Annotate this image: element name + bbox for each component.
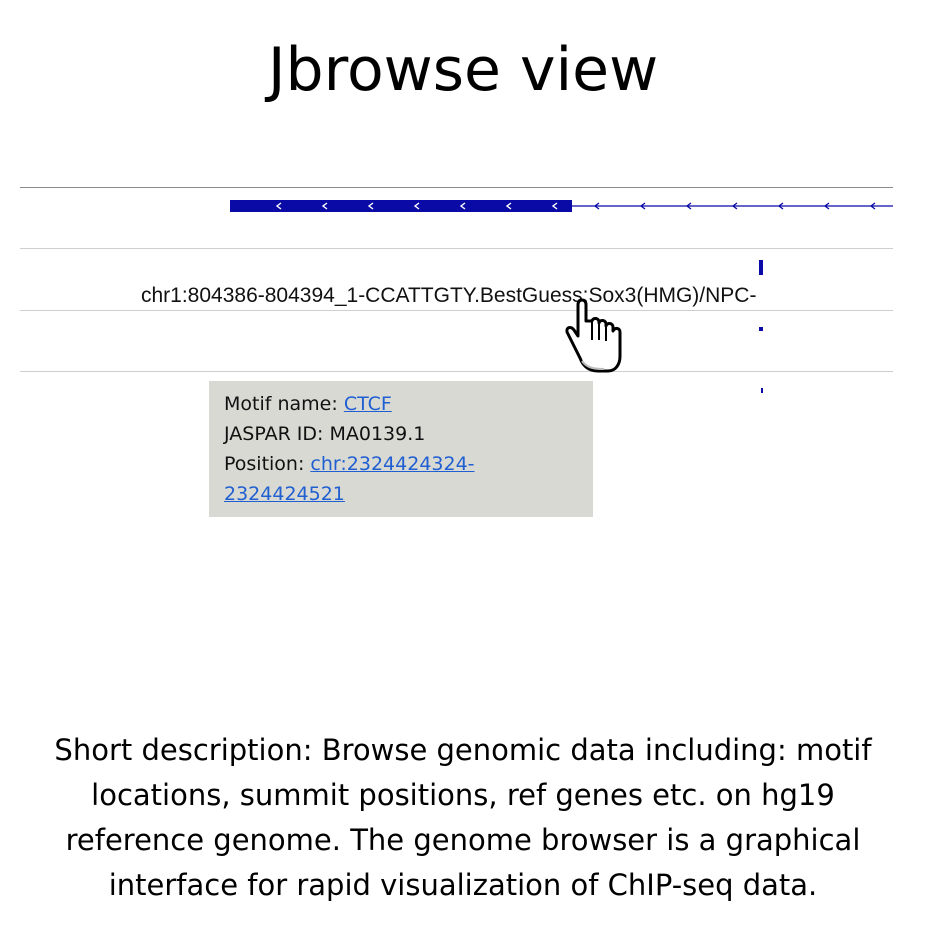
intron-strand-arrows	[593, 202, 876, 210]
position-row: Position: chr:2324424324-2324424521	[224, 449, 578, 509]
jaspar-id-row: JASPAR ID: MA0139.1	[224, 419, 578, 449]
track-divider	[20, 248, 893, 249]
jaspar-id-value: MA0139.1	[329, 423, 426, 445]
gene-track-graphics	[230, 200, 893, 393]
motif-name-label: Motif name:	[224, 393, 344, 415]
exon-strand-arrows	[275, 202, 558, 210]
motif-name-row: Motif name: CTCF	[224, 389, 578, 419]
feature-label[interactable]: chr1:804386-804394_1-CCATTGTY.BestGuess:…	[141, 284, 757, 307]
motif-info-popup: Motif name: CTCF JASPAR ID: MA0139.1 Pos…	[209, 381, 593, 517]
slide-title: Jbrowse view	[267, 35, 659, 105]
track-divider	[20, 310, 893, 311]
peak-feature-mark[interactable]	[761, 388, 763, 393]
genome-browser-view[interactable]: chr1:804386-804394_1-CCATTGTY.BestGuess:…	[20, 186, 893, 396]
position-label: Position:	[224, 453, 311, 475]
motif-name-link[interactable]: CTCF	[343, 393, 392, 415]
gene-exon-block[interactable]	[230, 200, 572, 212]
slide-description: Short description: Browse genomic data i…	[54, 733, 872, 902]
jaspar-id-label: JASPAR ID:	[224, 423, 330, 445]
hand-pointer-icon	[565, 298, 622, 373]
track-divider-top	[20, 187, 893, 188]
position-link[interactable]: chr:2324424324-2324424521	[224, 453, 475, 505]
summit-feature-mark[interactable]	[759, 327, 763, 331]
motif-feature-mark[interactable]	[759, 260, 763, 275]
track-divider	[20, 371, 893, 372]
